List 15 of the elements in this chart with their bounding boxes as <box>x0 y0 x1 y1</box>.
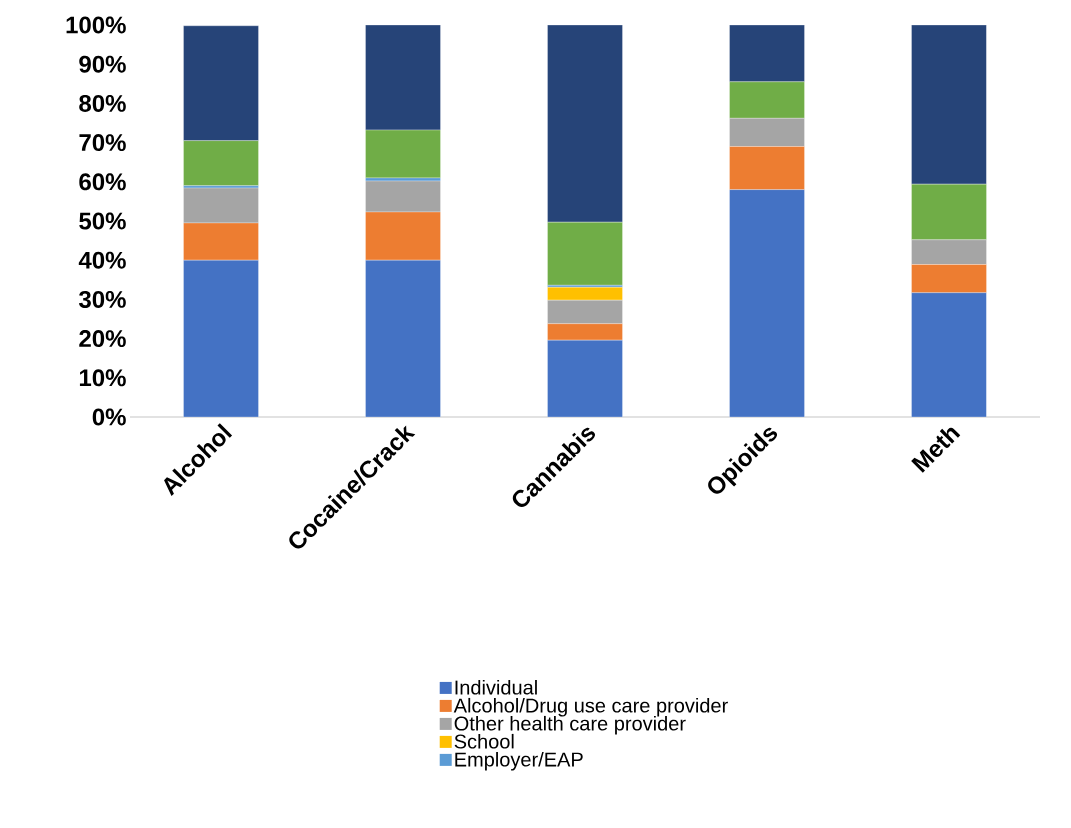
y-tick-label: 80% <box>79 94 126 112</box>
y-tick-label: 30% <box>78 290 126 308</box>
legend-label: Alcohol/Drug use care provider <box>453 697 728 717</box>
y-tick-label: 40% <box>78 251 126 269</box>
y-tick-label: 60% <box>79 173 126 191</box>
y-tick-label: 100% <box>66 16 126 34</box>
legend-label: Individual <box>455 679 537 695</box>
legend-label: School <box>454 733 514 749</box>
y-tick-label: 70% <box>79 134 126 152</box>
y-tick-label: 0% <box>92 408 126 426</box>
y-tick-label: 20% <box>79 330 126 348</box>
y-tick-label: 50% <box>79 212 126 230</box>
y-tick-label: 10% <box>79 369 126 387</box>
y-tick-label: 90% <box>79 55 126 73</box>
legend-label: Employer/EAP <box>455 751 583 771</box>
